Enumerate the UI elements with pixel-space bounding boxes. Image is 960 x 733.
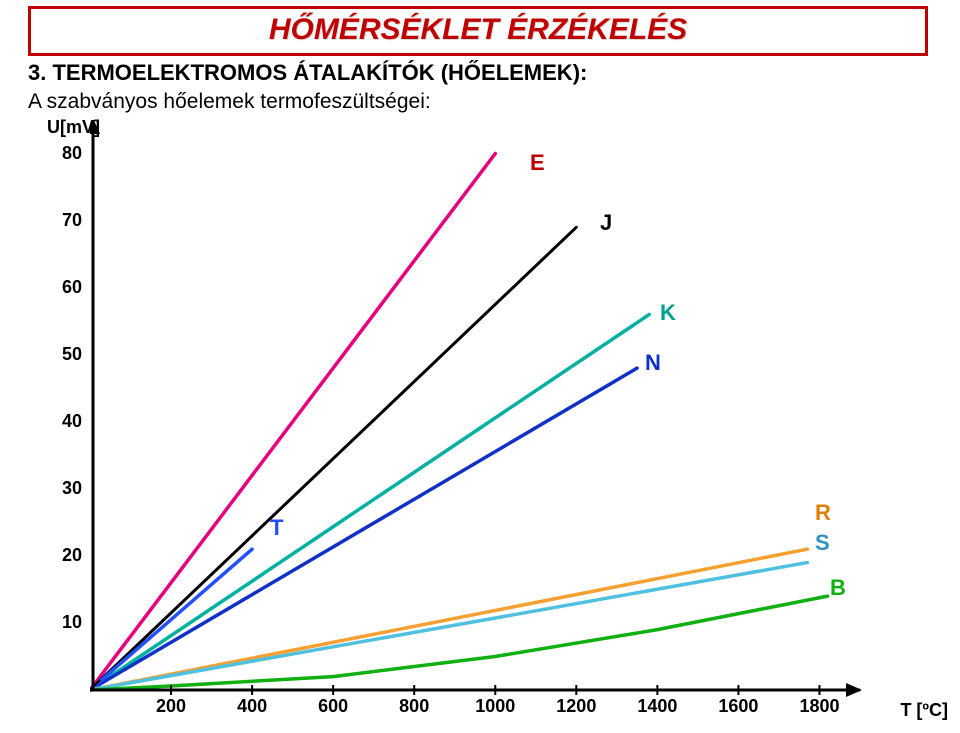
y-tick: 60 — [42, 277, 82, 298]
chart-subtitle: A szabványos hőelemek termofeszültségei: — [28, 90, 431, 114]
x-tick: 1600 — [713, 696, 763, 717]
title-box: HŐMÉRSÉKLET ÉRZÉKELÉS — [28, 6, 928, 56]
x-tick: 600 — [308, 696, 358, 717]
series-label-R: R — [815, 500, 831, 526]
page-title: HŐMÉRSÉKLET ÉRZÉKELÉS — [269, 13, 687, 46]
y-tick: 30 — [42, 478, 82, 499]
series-label-N: N — [645, 350, 661, 376]
x-tick: 800 — [389, 696, 439, 717]
x-tick: 1000 — [470, 696, 520, 717]
x-tick: 1400 — [632, 696, 682, 717]
thermo-chart — [90, 120, 890, 720]
series-label-E: E — [530, 150, 545, 176]
series-label-K: K — [660, 300, 676, 326]
y-tick: 20 — [42, 545, 82, 566]
x-tick: 1800 — [794, 696, 844, 717]
x-tick: 400 — [227, 696, 277, 717]
series-label-B: B — [830, 575, 846, 601]
series-label-S: S — [815, 530, 830, 556]
x-tick: 1200 — [551, 696, 601, 717]
x-tick: 200 — [146, 696, 196, 717]
section-heading: 3. TERMOELEKTROMOS ÁTALAKÍTÓK (HŐELEMEK)… — [28, 60, 587, 86]
series-label-J: J — [600, 210, 612, 236]
y-tick: 80 — [42, 143, 82, 164]
y-tick: 50 — [42, 344, 82, 365]
y-tick: 10 — [42, 612, 82, 633]
y-tick: 70 — [42, 210, 82, 231]
series-label-T: T — [270, 515, 283, 541]
y-tick: 40 — [42, 411, 82, 432]
x-axis-label: T [ºC] — [900, 700, 948, 721]
